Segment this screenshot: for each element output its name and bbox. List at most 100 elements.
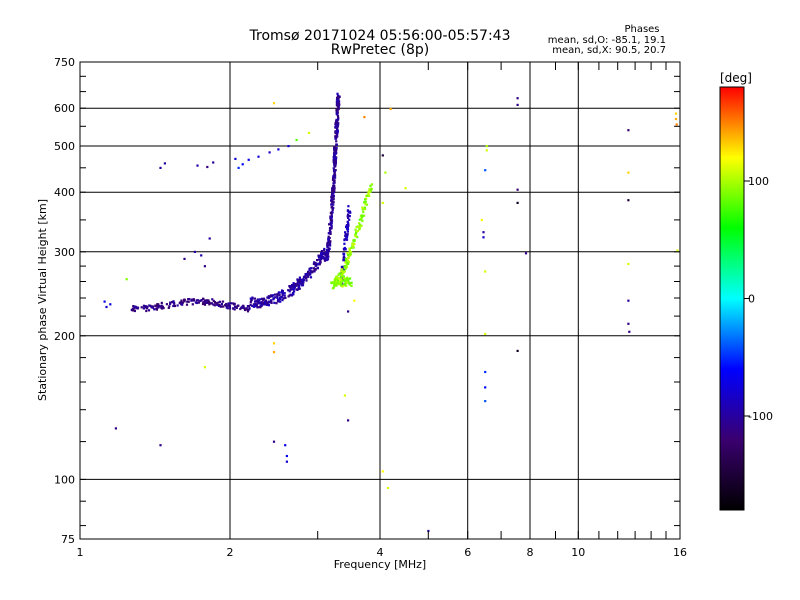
data-point — [340, 270, 343, 273]
data-point — [332, 167, 335, 170]
data-point — [298, 287, 301, 290]
data-point — [323, 247, 326, 251]
data-point — [332, 185, 335, 188]
data-point — [484, 370, 487, 374]
data-point — [350, 251, 353, 254]
data-point — [331, 187, 334, 190]
data-point — [348, 247, 351, 250]
data-point — [319, 256, 322, 259]
data-point — [149, 304, 152, 307]
data-point — [331, 193, 334, 196]
data-point — [328, 232, 331, 235]
data-point — [167, 306, 170, 309]
phase-info-o: mean, sd,O: -85.1, 19.1 — [548, 35, 666, 46]
data-point — [322, 252, 326, 256]
data-point — [333, 158, 336, 161]
data-point — [132, 305, 135, 308]
data-point — [232, 307, 235, 310]
data-point — [329, 211, 332, 214]
data-point — [347, 282, 351, 285]
data-point — [148, 304, 151, 307]
data-point — [289, 285, 292, 288]
data-point — [297, 286, 300, 289]
data-point — [316, 259, 319, 262]
data-point — [343, 265, 346, 268]
data-point — [332, 286, 335, 290]
data-point — [213, 304, 216, 307]
data-point — [346, 228, 349, 231]
data-point — [291, 288, 294, 291]
data-point — [326, 248, 329, 251]
data-point — [327, 250, 330, 253]
data-point — [330, 203, 333, 206]
data-point — [336, 111, 339, 114]
data-point — [367, 191, 370, 194]
data-point — [202, 298, 205, 301]
data-point — [332, 190, 335, 193]
data-point — [342, 252, 345, 255]
data-point — [277, 292, 280, 295]
data-point — [305, 273, 308, 276]
data-point — [346, 234, 349, 237]
data-point — [360, 217, 363, 221]
data-point — [381, 154, 384, 157]
data-point — [291, 283, 294, 287]
data-point — [326, 250, 329, 253]
data-point — [328, 243, 332, 246]
data-point — [205, 299, 209, 302]
data-point — [327, 237, 330, 241]
data-point — [133, 307, 136, 310]
data-point — [188, 298, 191, 301]
data-point — [333, 187, 336, 190]
data-point — [357, 225, 360, 228]
data-point — [256, 299, 259, 302]
data-point — [346, 209, 349, 212]
data-point — [297, 284, 300, 287]
data-point — [249, 301, 252, 304]
data-point — [196, 164, 199, 167]
data-point — [267, 303, 270, 307]
data-point — [235, 306, 238, 309]
data-point — [345, 224, 348, 227]
data-point — [285, 454, 288, 458]
data-point — [334, 150, 337, 153]
data-point — [296, 288, 299, 291]
data-point — [344, 261, 347, 264]
data-point — [171, 301, 174, 304]
data-point — [346, 259, 350, 262]
data-point — [233, 308, 236, 311]
data-point — [193, 250, 196, 253]
data-point — [210, 302, 213, 305]
data-point — [294, 284, 298, 287]
data-point — [342, 275, 345, 278]
data-point — [298, 280, 301, 283]
data-point — [335, 284, 338, 287]
data-point — [350, 284, 353, 287]
data-point — [179, 301, 182, 304]
data-point — [218, 304, 221, 307]
data-point — [332, 186, 335, 189]
data-point — [276, 295, 279, 298]
data-point — [186, 300, 189, 303]
data-point — [312, 267, 316, 270]
data-point — [627, 171, 630, 174]
colorbar-ticks: 100 0 -100 — [744, 175, 773, 423]
data-point — [317, 256, 320, 259]
data-point — [333, 285, 336, 288]
data-point — [222, 305, 225, 308]
data-point — [347, 223, 350, 226]
data-point — [674, 117, 678, 121]
data-point — [279, 300, 282, 303]
data-point — [352, 243, 355, 246]
data-point — [249, 297, 252, 300]
data-point — [336, 280, 339, 284]
data-point — [212, 303, 215, 306]
data-point — [325, 258, 328, 262]
data-point — [347, 221, 350, 224]
data-point — [332, 281, 335, 284]
data-point — [335, 134, 339, 137]
data-point — [337, 108, 340, 111]
data-point — [328, 236, 331, 240]
data-point — [333, 175, 336, 179]
data-point — [368, 194, 371, 197]
